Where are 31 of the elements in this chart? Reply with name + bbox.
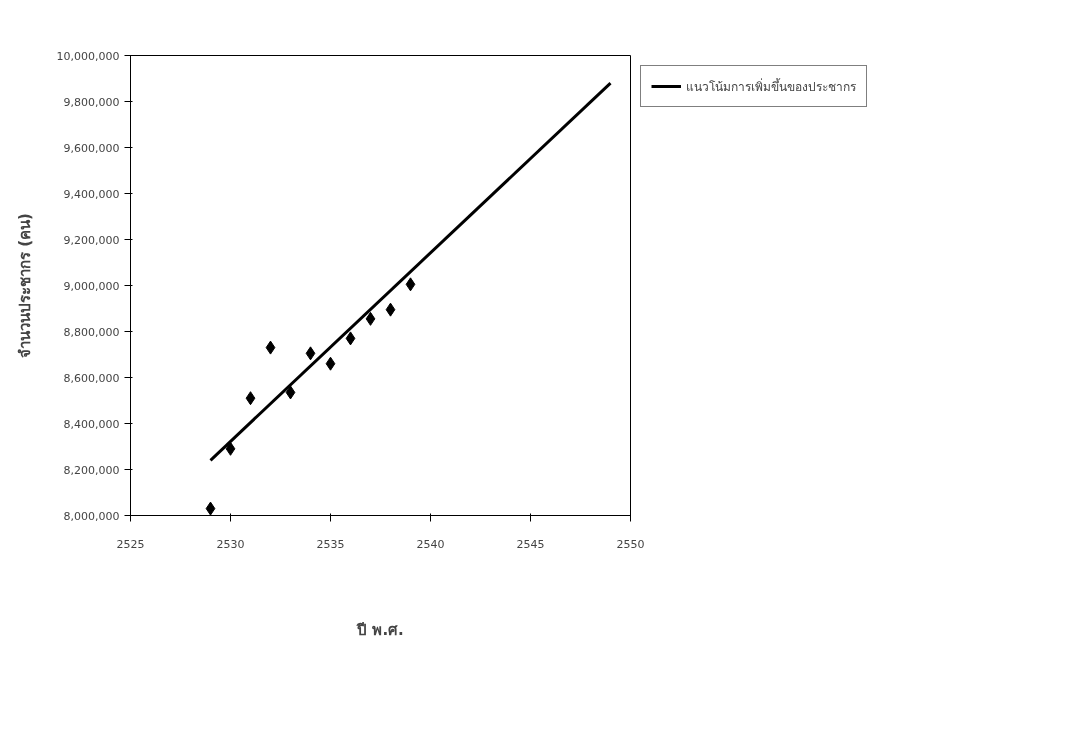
legend-label: แนวโน้มการเพิ่มขึ้นของประชากร [686, 77, 856, 96]
y-tick-label: 9,200,000 [63, 233, 120, 247]
y-tick-label: 9,000,000 [63, 279, 120, 293]
point [225, 441, 236, 456]
y-tick-label: 8,600,000 [63, 371, 120, 385]
point [365, 311, 376, 326]
y-tick-label: 8,000,000 [63, 509, 120, 523]
point [385, 302, 396, 317]
point [405, 277, 416, 292]
point [265, 340, 276, 355]
x-tick-label: 2525 [116, 537, 145, 551]
point [345, 331, 356, 346]
y-tick-label: 8,200,000 [63, 463, 120, 477]
point [305, 346, 316, 361]
y-axis-title: จำนวนประชากร (คน) [15, 213, 34, 358]
point [325, 356, 336, 371]
y-tick-label: 8,800,000 [63, 325, 120, 339]
x-tick-label: 2550 [616, 537, 645, 551]
x-axis-title: ปี พ.ศ. [356, 620, 404, 639]
y-tick-label: 9,400,000 [63, 187, 120, 201]
point [245, 391, 256, 406]
x-tick-label: 2545 [516, 537, 545, 551]
point [205, 501, 216, 516]
x-tick-label: 2540 [416, 537, 445, 551]
x-tick-label: 2530 [216, 537, 245, 551]
x-tick-label: 2535 [316, 537, 345, 551]
y-tick-label: 9,800,000 [63, 95, 120, 109]
y-tick-label: 9,600,000 [63, 141, 120, 155]
point [285, 385, 296, 400]
y-tick-label: 8,400,000 [63, 417, 120, 431]
y-tick-label: 10,000,000 [56, 49, 120, 63]
